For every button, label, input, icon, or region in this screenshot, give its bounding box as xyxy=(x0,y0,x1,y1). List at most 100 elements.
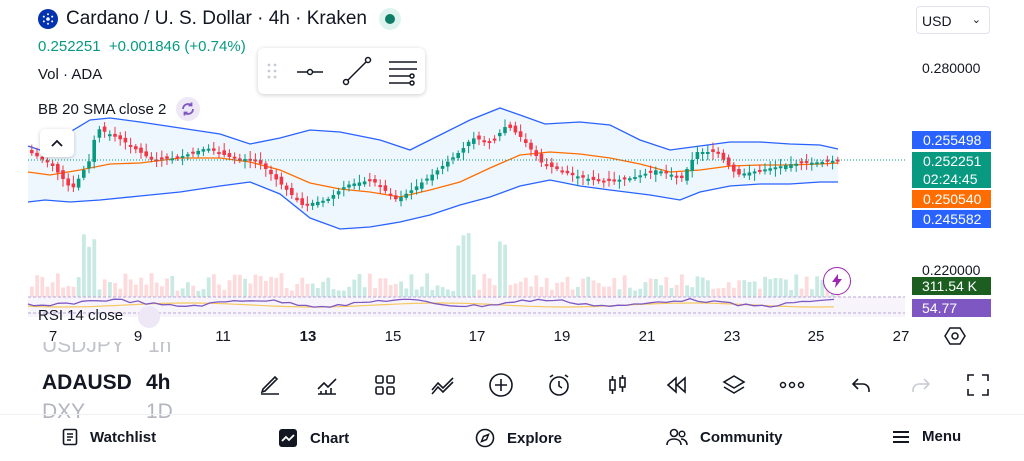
volume-bar xyxy=(388,284,393,297)
symbol-current-interval[interactable]: 4h xyxy=(146,371,171,394)
compare-icon[interactable] xyxy=(428,370,458,400)
volume-bar xyxy=(440,287,445,297)
volume-bar xyxy=(30,286,34,297)
symbol-current[interactable]: ADAUSD xyxy=(42,371,132,394)
candle-body xyxy=(763,169,767,172)
drag-handle-icon[interactable] xyxy=(267,63,277,79)
trend-line-icon[interactable] xyxy=(342,56,372,86)
candle-body xyxy=(368,179,372,182)
volume-bar xyxy=(539,286,544,297)
rsi-indicator-label[interactable]: RSI 14 close xyxy=(38,307,124,324)
candle-body xyxy=(284,185,289,190)
candle-body xyxy=(186,154,190,157)
nav-explore[interactable]: Explore xyxy=(475,428,562,448)
candle-body xyxy=(113,133,117,137)
candle-body xyxy=(388,193,393,196)
volume-bar xyxy=(336,290,341,297)
alert-icon[interactable] xyxy=(544,370,574,400)
bb-basis-tag: 0.250540 xyxy=(912,190,991,208)
volume-bar xyxy=(726,282,731,297)
volume-bar xyxy=(659,285,663,297)
volume-bar xyxy=(409,274,414,297)
volume-bar xyxy=(347,286,351,297)
line-settings-icon[interactable] xyxy=(389,61,417,86)
volume-bar xyxy=(763,276,767,297)
volume-bar xyxy=(50,282,55,297)
volume-bar xyxy=(264,281,268,297)
volume-bar xyxy=(706,280,710,297)
nav-menu[interactable]: Menu xyxy=(892,428,961,445)
undo-icon[interactable] xyxy=(846,370,876,400)
candle-body xyxy=(201,149,206,152)
volume-bar xyxy=(638,288,643,297)
candle-body xyxy=(253,159,258,162)
volume-bar xyxy=(227,280,232,297)
chart-title[interactable]: Cardano / U. S. Dollar · 4h · Kraken xyxy=(38,8,401,30)
symbol-prev[interactable]: USDJPY 1h xyxy=(42,342,172,357)
market-status-icon[interactable] xyxy=(378,8,401,30)
symbol-picker[interactable]: USDJPY 1h ADAUSD 4h DXY 1D xyxy=(42,342,182,418)
indicators-icon[interactable] xyxy=(312,370,342,400)
more-icon[interactable] xyxy=(777,370,807,400)
candle-body xyxy=(295,197,299,201)
volume-bar xyxy=(316,288,320,297)
add-icon[interactable] xyxy=(486,370,516,400)
candle-body xyxy=(643,173,648,176)
candle-body xyxy=(102,126,107,132)
candle-body xyxy=(482,140,486,143)
currency-select[interactable]: USD ⌄ xyxy=(916,6,990,34)
collapse-legend-button[interactable] xyxy=(40,129,74,157)
volume-bar xyxy=(362,287,367,297)
candle-body xyxy=(617,179,622,182)
layers-icon[interactable] xyxy=(719,370,749,400)
fullscreen-icon[interactable] xyxy=(963,370,993,400)
nav-community[interactable]: Community xyxy=(666,428,783,446)
chart-title-text: Cardano / U. S. Dollar · 4h · Kraken xyxy=(66,8,367,29)
volume-bar xyxy=(404,288,409,297)
volume-bar xyxy=(82,234,86,297)
volume-bar xyxy=(461,235,466,297)
bb-indicator-legend[interactable]: BB 20 SMA close 2 xyxy=(38,97,201,121)
replay-icon[interactable] xyxy=(661,370,691,400)
nav-watchlist[interactable]: Watchlist xyxy=(62,428,156,446)
nav-chart[interactable]: Chart xyxy=(278,428,349,448)
candle-body xyxy=(654,170,658,175)
volume-bar xyxy=(232,274,237,297)
chart-settings-icon[interactable] xyxy=(944,326,966,351)
rsi-refresh-icon[interactable] xyxy=(138,306,160,328)
volume-bar xyxy=(45,286,50,297)
candle-body xyxy=(487,141,492,144)
volume-bar xyxy=(628,287,632,297)
candle-body xyxy=(758,169,762,172)
volume-bar xyxy=(446,289,450,297)
candle-body xyxy=(815,162,819,165)
volume-bar xyxy=(352,279,357,297)
candle-body xyxy=(742,173,746,176)
volume-bar xyxy=(518,281,523,297)
candle-body xyxy=(420,182,424,189)
candle-body xyxy=(160,157,164,160)
volume-bars xyxy=(30,233,840,297)
volume-bar xyxy=(508,285,513,297)
candle-style-icon[interactable] xyxy=(603,370,633,400)
candle-body xyxy=(628,178,632,181)
layouts-icon[interactable] xyxy=(370,370,400,400)
candle-body xyxy=(456,153,460,159)
candle-body xyxy=(810,162,814,165)
candle-body xyxy=(622,177,627,180)
volume-bar xyxy=(305,283,310,297)
candle-body xyxy=(492,138,497,141)
nav-community-label: Community xyxy=(700,428,783,446)
candle-body xyxy=(446,161,450,167)
bb-upper-tag: 0.255498 xyxy=(912,131,991,149)
horizontal-line-icon[interactable] xyxy=(297,68,323,76)
draw-icon[interactable] xyxy=(255,370,285,400)
volume-indicator-label[interactable]: Vol · ADA xyxy=(38,66,103,83)
lightning-icon[interactable] xyxy=(823,267,851,295)
refresh-icon[interactable] xyxy=(176,97,201,121)
volume-bar xyxy=(648,278,653,297)
symbol-next[interactable]: DXY 1D xyxy=(42,400,173,418)
volume-bar xyxy=(102,279,107,297)
volume-bar xyxy=(513,283,518,297)
candle-body xyxy=(633,176,637,179)
